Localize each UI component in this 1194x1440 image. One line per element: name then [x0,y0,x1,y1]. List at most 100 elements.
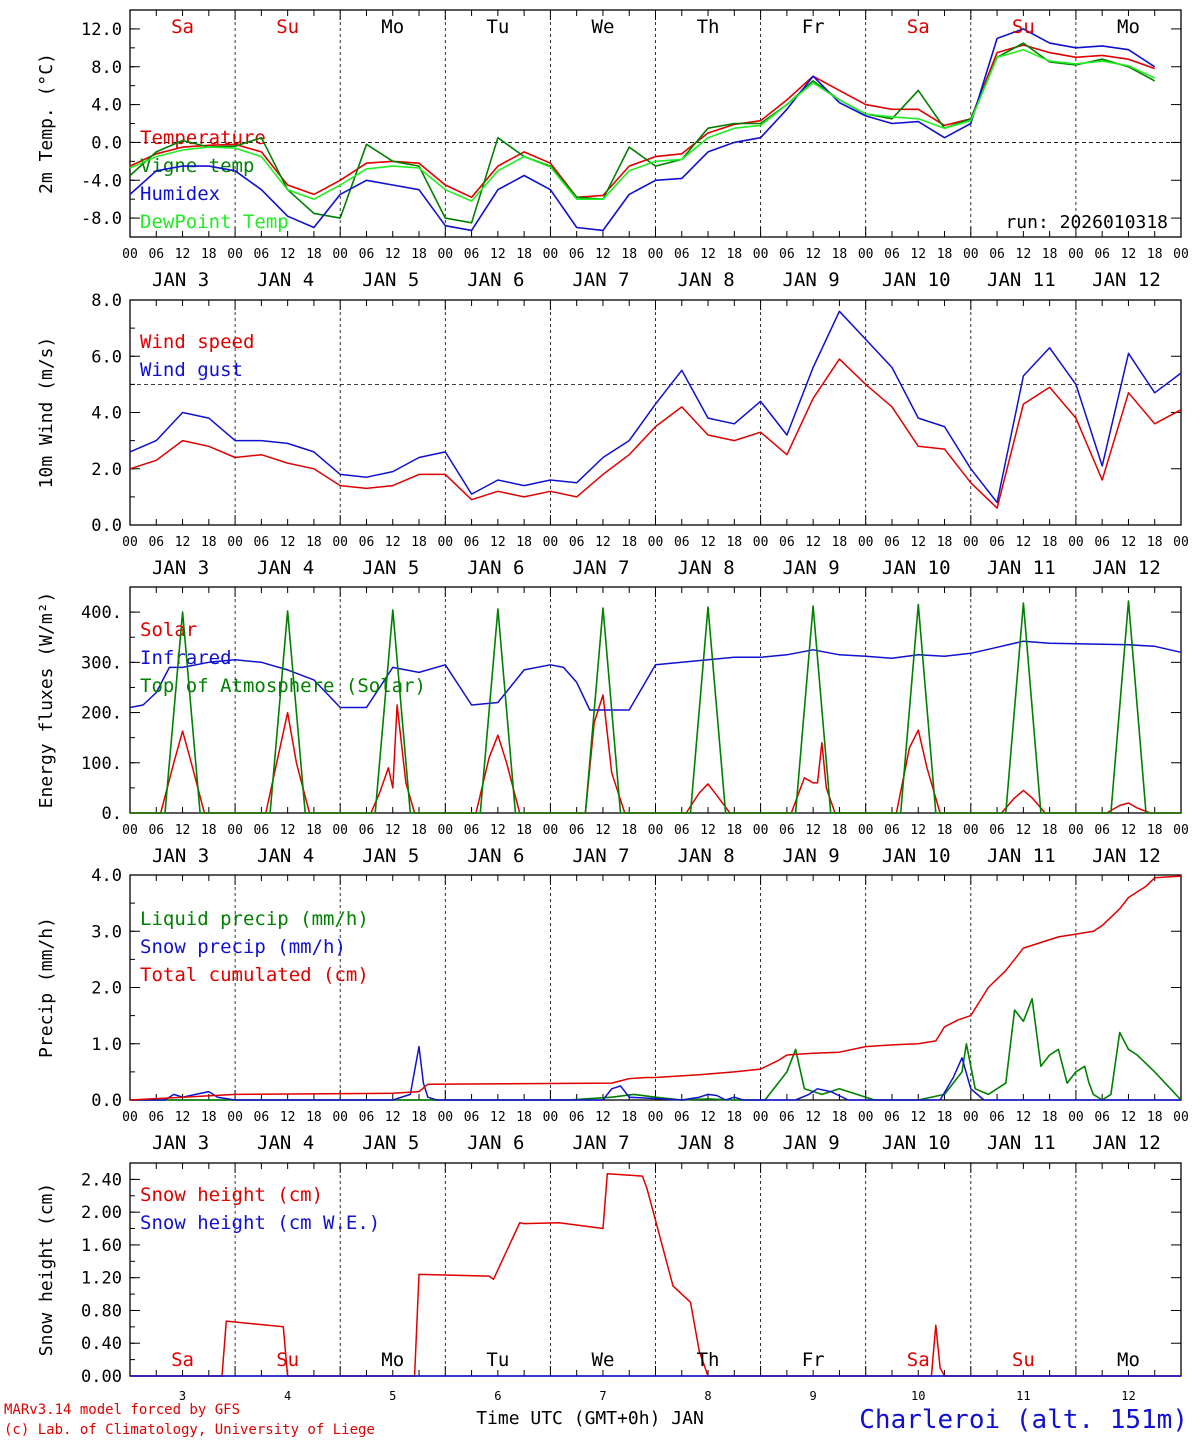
weekday-label: Fr [802,1349,825,1371]
series-line-solar [130,694,1181,814]
hour-tick-label: 12 [805,247,821,262]
date-label: JAN 8 [677,557,734,579]
hour-tick-label: 00 [332,823,348,838]
hour-tick-label: 12 [175,823,191,838]
chart-panel-1: -8.0 -4.0 0.0 4.0 8.0 12.0 2m Temp. (°C) Temper… [36,9,1189,291]
date-label: JAN 3 [152,269,209,291]
y-tick-label: 2.0 [91,979,122,999]
hour-tick-label: 06 [569,823,585,838]
hour-tick-label: 12 [700,1110,716,1125]
y-tick-label: 0.0 [91,1091,122,1111]
hour-tick-label: 00 [543,1110,559,1125]
hour-tick-label: 12 [175,535,191,550]
legend-entry: Snow precip (mm/h) [140,936,346,958]
day-number-label: 4 [284,1389,291,1403]
hour-tick-label: 00 [963,535,979,550]
hour-tick-label: 06 [674,1110,690,1125]
date-label: JAN 11 [987,269,1056,291]
hour-tick-label: 12 [175,247,191,262]
weekday-label: Mo [1117,16,1140,38]
y-tick-label: 2.0 [91,460,122,480]
hour-tick-label: 18 [411,247,427,262]
hour-tick-label: 18 [1042,823,1058,838]
run-label: run: 2026010318 [1005,212,1168,233]
hour-tick-label: 06 [1094,247,1110,262]
series-line-total-cumulated-cm- [129,875,1182,1101]
hour-tick-label: 00 [753,247,769,262]
time-axis-label: Time UTC (GMT+0h) JAN [476,1408,704,1429]
day-number-label: 11 [1016,1389,1030,1403]
weekday-label: Sa [907,16,930,38]
hour-tick-label: 06 [779,247,795,262]
day-number-label: 6 [494,1389,501,1403]
hour-tick-label: 06 [884,247,900,262]
hour-tick-label: 00 [648,1110,664,1125]
hour-tick-label: 18 [832,535,848,550]
date-label: JAN 12 [1092,557,1161,579]
day-number-label: 12 [1121,1389,1135,1403]
hour-tick-label: 06 [884,823,900,838]
hour-tick-label: 06 [569,535,585,550]
hour-tick-label: 00 [1173,535,1189,550]
date-label: JAN 12 [1092,269,1161,291]
date-label: JAN 10 [882,269,951,291]
y-axis-label: Precip (mm/h) [36,917,57,1058]
panels: -8.0 -4.0 0.0 4.0 8.0 12.0 2m Temp. (°C) Temper… [36,9,1189,1403]
hour-tick-label: 06 [359,247,375,262]
hour-tick-label: 06 [884,1110,900,1125]
weekday-label: We [592,1349,615,1371]
legend-entry: Infrared [140,647,232,669]
hour-tick-label: 18 [937,1110,953,1125]
hour-tick-label: 00 [858,823,874,838]
weekday-label: Su [1012,1349,1035,1371]
legend-entry: Snow height (cm) [140,1184,323,1206]
weekday-label: Tu [486,16,509,38]
hour-tick-label: 18 [516,247,532,262]
hour-tick-label: 06 [779,823,795,838]
day-number-label: 5 [389,1389,396,1403]
hour-tick-label: 18 [621,247,637,262]
date-label: JAN 4 [257,1132,314,1154]
y-tick-label: 8.0 [91,58,122,78]
weekday-label: Tu [486,1349,509,1371]
hour-tick-label: 12 [910,1110,926,1125]
hour-tick-label: 12 [385,535,401,550]
hour-tick-label: 00 [437,247,453,262]
hour-tick-label: 00 [648,535,664,550]
hour-tick-label: 18 [201,1110,217,1125]
hour-tick-label: 06 [674,247,690,262]
hour-tick-label: 18 [726,1110,742,1125]
weekday-label: Sa [171,1349,194,1371]
y-tick-label: 1.60 [81,1236,122,1256]
hour-tick-label: 00 [1068,535,1084,550]
hour-tick-label: 18 [411,823,427,838]
hour-tick-label: 00 [1068,1110,1084,1125]
hour-tick-label: 18 [832,823,848,838]
series-line-vigne-temp [129,42,1156,224]
date-label: JAN 9 [783,1132,840,1154]
y-tick-label: 8.0 [91,291,122,311]
y-tick-label: 12.0 [81,20,122,40]
date-label: JAN 3 [152,1132,209,1154]
hour-tick-label: 18 [726,247,742,262]
hour-tick-label: 00 [648,247,664,262]
y-axis-label: Snow height (cm) [36,1183,57,1356]
weekday-label: Th [697,16,720,38]
hour-tick-label: 12 [385,247,401,262]
hour-tick-label: 18 [306,1110,322,1125]
date-label: JAN 6 [467,845,524,867]
hour-tick-label: 00 [227,1110,243,1125]
hour-tick-label: 06 [464,823,480,838]
hour-tick-label: 12 [595,535,611,550]
hour-tick-label: 12 [910,823,926,838]
chart-panel-2: 0.0 2.0 4.0 6.0 8.0 10m Wind (m/s) Wind speed W… [36,291,1189,579]
hour-tick-label: 06 [464,247,480,262]
hour-tick-label: 18 [1042,247,1058,262]
y-tick-label: 3.0 [91,922,122,942]
hour-tick-label: 06 [254,535,270,550]
hour-tick-label: 12 [280,247,296,262]
legend-entry: Liquid precip (mm/h) [140,908,369,930]
weekday-label: We [592,16,615,38]
hour-tick-label: 18 [306,247,322,262]
